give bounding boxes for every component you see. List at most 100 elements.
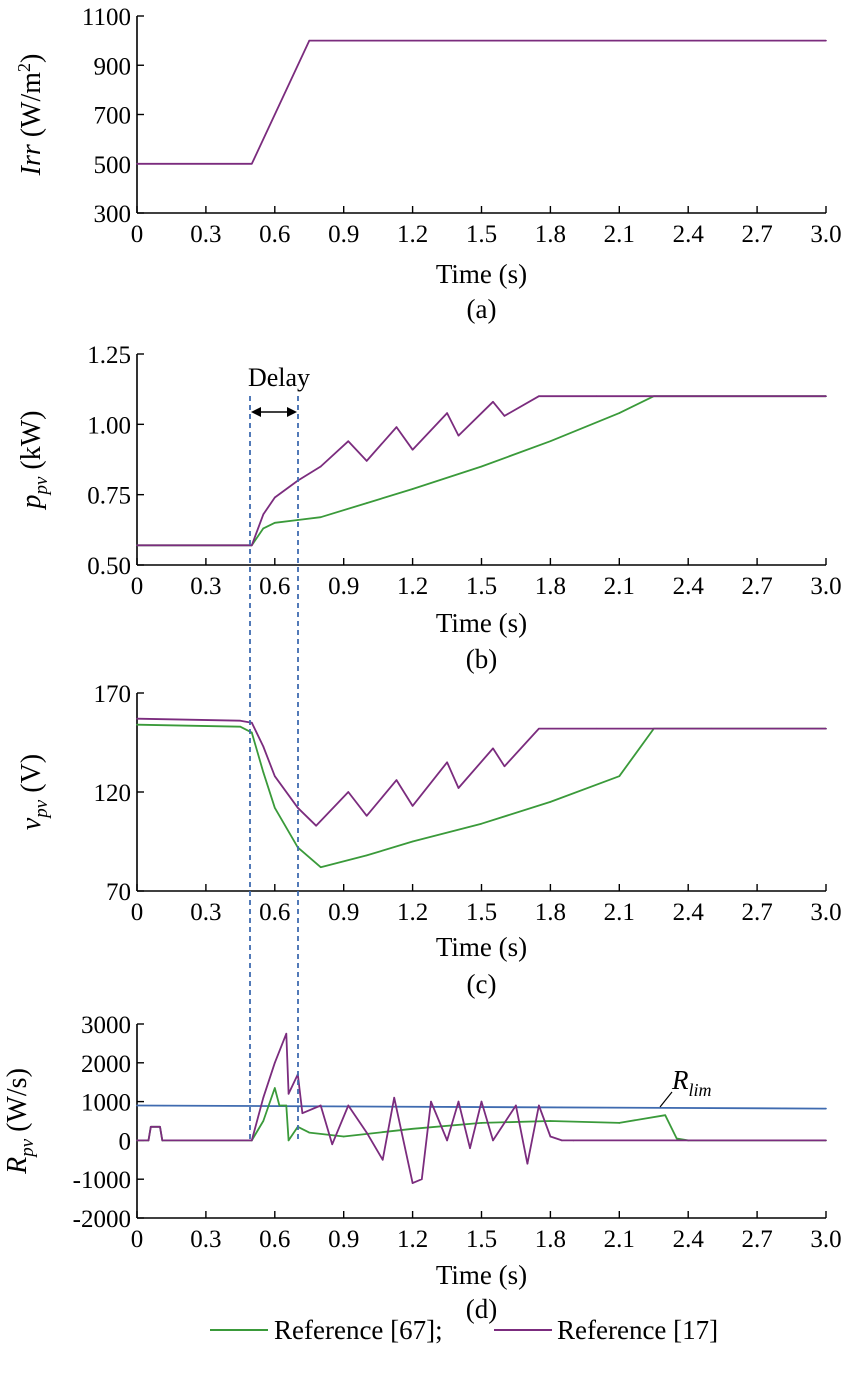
data-point <box>136 723 138 726</box>
y-tick-label: -2000 <box>73 1206 131 1233</box>
data-point <box>287 1139 290 1142</box>
x-tick-label: 0.9 <box>328 573 359 600</box>
x-tick-label: 1.8 <box>535 573 566 600</box>
y-tick-label: 1.00 <box>87 412 131 439</box>
data-point <box>239 725 242 728</box>
y-tick-label: 0.75 <box>87 483 131 510</box>
x-tick-label: 0.9 <box>328 221 359 248</box>
x-tick-label: 1.5 <box>466 899 497 926</box>
x-tick-label: 0 <box>131 221 144 248</box>
y-tick-label: 500 <box>94 152 132 179</box>
y-tick-label: 3000 <box>81 1012 131 1039</box>
y-tick-label: 0 <box>119 1128 132 1155</box>
data-point <box>347 791 350 793</box>
data-point <box>825 1107 827 1110</box>
data-point <box>595 727 598 730</box>
data-point <box>149 1126 152 1128</box>
data-point <box>411 805 414 807</box>
data-point <box>315 824 317 827</box>
x-tick-label: 2.4 <box>673 221 705 248</box>
x-tick-label: 0.9 <box>328 1226 359 1253</box>
data-point <box>262 527 265 530</box>
data-point <box>480 1122 483 1124</box>
x-tick-label: 2.7 <box>741 899 772 926</box>
x-tick-label: 2.7 <box>741 573 772 600</box>
data-point <box>526 1162 529 1165</box>
x-tick-label: 0 <box>131 899 144 926</box>
data-point <box>469 1147 471 1149</box>
data-point <box>480 822 483 825</box>
y-axis-label: ppv (kW) <box>16 410 52 510</box>
x-tick-label: 1.5 <box>466 1226 497 1253</box>
data-point <box>136 717 138 720</box>
x-tick-label: 1.8 <box>535 899 566 926</box>
data-point <box>365 1131 368 1134</box>
x-tick-label: 2.4 <box>673 1226 705 1253</box>
data-point <box>239 719 242 722</box>
x-axis-label: Time (s) <box>436 259 527 289</box>
data-point <box>251 544 253 547</box>
delay-arrow-left-head <box>251 407 261 417</box>
x-tick-label: 2.4 <box>673 573 705 600</box>
x-tick-label: 3.0 <box>810 899 841 926</box>
data-point <box>251 1139 253 1142</box>
data-point <box>319 1104 322 1107</box>
x-tick-label: 0.3 <box>190 1226 221 1253</box>
y-axis-label-unit: (W/m <box>16 72 47 145</box>
x-tick-label: 3.0 <box>810 573 841 600</box>
data-point <box>503 765 506 768</box>
data-point <box>319 465 322 468</box>
y-axis-label-main: p <box>16 495 47 511</box>
data-point <box>274 522 276 524</box>
data-point <box>411 488 414 490</box>
x-tick-label: 3.0 <box>810 1226 841 1253</box>
rlim-pointer <box>659 1091 673 1108</box>
data-point <box>411 1182 414 1184</box>
data-point <box>136 162 138 165</box>
y-axis-label-unit: (W/s) <box>2 1068 33 1139</box>
data-point <box>825 727 827 730</box>
y-tick-label: 2000 <box>81 1051 131 1078</box>
x-tick-label: 0.3 <box>190 573 221 600</box>
data-point <box>308 1131 311 1134</box>
data-point <box>675 1137 678 1140</box>
data-point <box>446 412 448 414</box>
x-tick-label: 0 <box>131 573 144 600</box>
data-point <box>296 519 299 521</box>
x-tick-label: 2.7 <box>741 221 772 248</box>
data-point <box>480 1100 483 1103</box>
x-tick-label: 0.9 <box>328 899 359 926</box>
data-point <box>159 1126 161 1128</box>
data-point <box>274 1062 276 1064</box>
rlim-label-sub: lim <box>689 1080 712 1100</box>
panel-caption: (d) <box>466 1294 497 1324</box>
data-point <box>825 39 827 42</box>
data-point <box>480 465 483 468</box>
data-point <box>595 395 598 398</box>
x-tick-label: 2.1 <box>604 1226 635 1253</box>
data-point <box>430 1100 432 1103</box>
x-tick-label: 2.1 <box>604 573 635 600</box>
x-tick-label: 0 <box>131 1226 144 1253</box>
data-point <box>147 1139 150 1142</box>
x-tick-label: 3.0 <box>810 221 841 248</box>
data-point <box>136 1104 138 1107</box>
x-tick-label: 2.7 <box>741 1226 772 1253</box>
data-point <box>492 1139 494 1142</box>
y-tick-label: 1000 <box>81 1090 131 1117</box>
series-line <box>136 717 826 827</box>
data-point <box>278 1104 281 1107</box>
data-point <box>411 840 414 843</box>
data-point <box>301 1112 304 1115</box>
legend-label-purple: Reference [17] <box>557 1315 718 1345</box>
x-tick-label: 0.6 <box>259 1226 290 1253</box>
delay-label: Delay <box>248 363 310 392</box>
series-line <box>136 723 826 869</box>
data-point <box>549 1135 552 1138</box>
data-point <box>503 415 506 417</box>
data-point <box>549 1120 552 1122</box>
series-line <box>137 39 826 165</box>
data-point <box>296 807 299 809</box>
data-point <box>319 516 322 518</box>
data-point <box>365 460 368 462</box>
